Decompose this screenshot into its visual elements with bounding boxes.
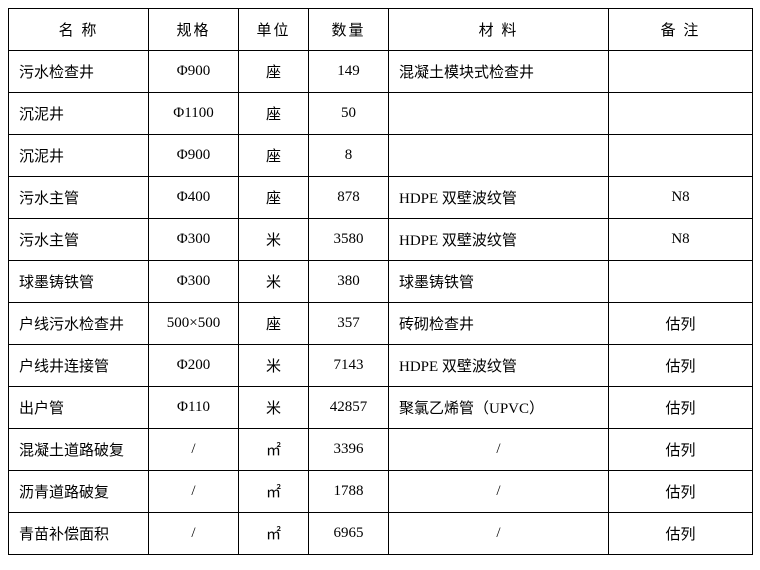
cell-material: HDPE 双壁波纹管 [389, 345, 609, 387]
cell-note [609, 93, 753, 135]
cell-material: 混凝土模块式检查井 [389, 51, 609, 93]
cell-spec: / [149, 471, 239, 513]
cell-unit: 米 [239, 219, 309, 261]
cell-material [389, 93, 609, 135]
cell-name: 出户管 [9, 387, 149, 429]
cell-note [609, 261, 753, 303]
cell-spec: Φ900 [149, 135, 239, 177]
table-row: 污水检查井Φ900座149混凝土模块式检查井 [9, 51, 753, 93]
cell-unit: 座 [239, 177, 309, 219]
table-row: 球墨铸铁管Φ300米380球墨铸铁管 [9, 261, 753, 303]
cell-material: 聚氯乙烯管（UPVC） [389, 387, 609, 429]
table-row: 出户管Φ110米42857聚氯乙烯管（UPVC）估列 [9, 387, 753, 429]
col-header-quantity: 数量 [309, 9, 389, 51]
cell-note: 估列 [609, 513, 753, 555]
cell-qty: 8 [309, 135, 389, 177]
cell-spec: / [149, 513, 239, 555]
col-header-name: 名 称 [9, 9, 149, 51]
cell-qty: 878 [309, 177, 389, 219]
cell-name: 沉泥井 [9, 93, 149, 135]
cell-note: 估列 [609, 345, 753, 387]
col-header-spec: 规格 [149, 9, 239, 51]
cell-qty: 1788 [309, 471, 389, 513]
cell-note: 估列 [609, 387, 753, 429]
cell-name: 户线井连接管 [9, 345, 149, 387]
table-row: 青苗补偿面积/㎡6965/估列 [9, 513, 753, 555]
cell-name: 青苗补偿面积 [9, 513, 149, 555]
table-header-row: 名 称 规格 单位 数量 材 料 备 注 [9, 9, 753, 51]
cell-unit: ㎡ [239, 513, 309, 555]
cell-qty: 357 [309, 303, 389, 345]
col-header-note: 备 注 [609, 9, 753, 51]
table-row: 沉泥井Φ1100座50 [9, 93, 753, 135]
cell-qty: 50 [309, 93, 389, 135]
cell-note: 估列 [609, 429, 753, 471]
cell-unit: 座 [239, 51, 309, 93]
cell-name: 沉泥井 [9, 135, 149, 177]
cell-note [609, 51, 753, 93]
cell-name: 沥青道路破复 [9, 471, 149, 513]
cell-qty: 380 [309, 261, 389, 303]
cell-note: 估列 [609, 471, 753, 513]
table-row: 污水主管Φ300米3580HDPE 双壁波纹管N8 [9, 219, 753, 261]
cell-material: 砖砌检查井 [389, 303, 609, 345]
cell-name: 污水检查井 [9, 51, 149, 93]
cell-qty: 42857 [309, 387, 389, 429]
table-row: 沥青道路破复/㎡1788/估列 [9, 471, 753, 513]
cell-spec: Φ900 [149, 51, 239, 93]
cell-qty: 149 [309, 51, 389, 93]
cell-unit: 座 [239, 135, 309, 177]
cell-material [389, 135, 609, 177]
cell-qty: 7143 [309, 345, 389, 387]
table-row: 沉泥井Φ900座8 [9, 135, 753, 177]
cell-name: 污水主管 [9, 177, 149, 219]
cell-name: 户线污水检查井 [9, 303, 149, 345]
cell-note: N8 [609, 219, 753, 261]
materials-table: 名 称 规格 单位 数量 材 料 备 注 污水检查井Φ900座149混凝土模块式… [8, 8, 753, 555]
table-body: 污水检查井Φ900座149混凝土模块式检查井 沉泥井Φ1100座50 沉泥井Φ9… [9, 51, 753, 555]
table-row: 混凝土道路破复/㎡3396/估列 [9, 429, 753, 471]
cell-name: 球墨铸铁管 [9, 261, 149, 303]
cell-material: HDPE 双壁波纹管 [389, 219, 609, 261]
cell-material: 球墨铸铁管 [389, 261, 609, 303]
cell-unit: 座 [239, 303, 309, 345]
table-row: 污水主管Φ400座878HDPE 双壁波纹管N8 [9, 177, 753, 219]
cell-note: 估列 [609, 303, 753, 345]
cell-unit: ㎡ [239, 471, 309, 513]
cell-material: / [389, 429, 609, 471]
cell-material: HDPE 双壁波纹管 [389, 177, 609, 219]
cell-qty: 6965 [309, 513, 389, 555]
table-row: 户线井连接管Φ200米7143HDPE 双壁波纹管估列 [9, 345, 753, 387]
cell-spec: / [149, 429, 239, 471]
cell-name: 污水主管 [9, 219, 149, 261]
cell-name: 混凝土道路破复 [9, 429, 149, 471]
col-header-unit: 单位 [239, 9, 309, 51]
cell-spec: Φ1100 [149, 93, 239, 135]
cell-unit: 座 [239, 93, 309, 135]
col-header-material: 材 料 [389, 9, 609, 51]
cell-spec: Φ200 [149, 345, 239, 387]
cell-qty: 3396 [309, 429, 389, 471]
table-row: 户线污水检查井500×500座357砖砌检查井估列 [9, 303, 753, 345]
cell-note [609, 135, 753, 177]
cell-note: N8 [609, 177, 753, 219]
cell-unit: 米 [239, 345, 309, 387]
cell-spec: Φ300 [149, 261, 239, 303]
cell-material: / [389, 513, 609, 555]
cell-material: / [389, 471, 609, 513]
cell-spec: Φ300 [149, 219, 239, 261]
cell-spec: Φ110 [149, 387, 239, 429]
cell-unit: ㎡ [239, 429, 309, 471]
cell-qty: 3580 [309, 219, 389, 261]
cell-unit: 米 [239, 387, 309, 429]
cell-spec: Φ400 [149, 177, 239, 219]
cell-spec: 500×500 [149, 303, 239, 345]
cell-unit: 米 [239, 261, 309, 303]
